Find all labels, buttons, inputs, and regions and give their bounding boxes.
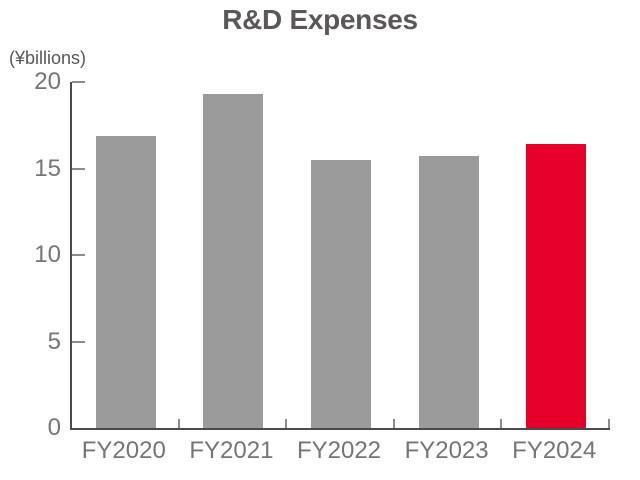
x-axis-tick [392,419,395,428]
y-axis-tick [72,340,85,343]
bar-fy2021 [203,94,264,428]
y-axis-unit-label: (¥billions) [9,48,87,68]
x-axis-label-fy2023: FY2023 [404,437,489,464]
y-tick-label: 0 [47,414,61,441]
y-tick-label: 20 [34,68,61,95]
y-axis-tick [72,167,85,170]
x-axis-tick [177,419,180,428]
x-axis-tick [500,419,503,428]
bar-fy2022 [311,160,371,428]
y-tick-label: 5 [47,327,61,355]
y-tick-label: 10 [34,241,61,268]
x-axis-label-fy2024: FY2024 [512,437,597,464]
x-axis-label-fy2021: FY2021 [189,437,274,464]
bar-fy2023 [418,156,479,428]
y-axis-tick [72,81,85,83]
y-axis-tick [72,254,85,256]
bar-fy2024 [526,144,587,428]
plot-area [70,81,610,430]
bar-fy2020 [95,136,156,428]
y-tick-label: 15 [34,154,61,182]
x-axis-label-fy2020: FY2020 [81,437,166,464]
x-axis-label-fy2022: FY2022 [296,437,382,464]
x-axis-tick [285,419,288,428]
x-axis-tick [608,419,610,428]
chart-title: R&D Expenses [222,4,418,35]
